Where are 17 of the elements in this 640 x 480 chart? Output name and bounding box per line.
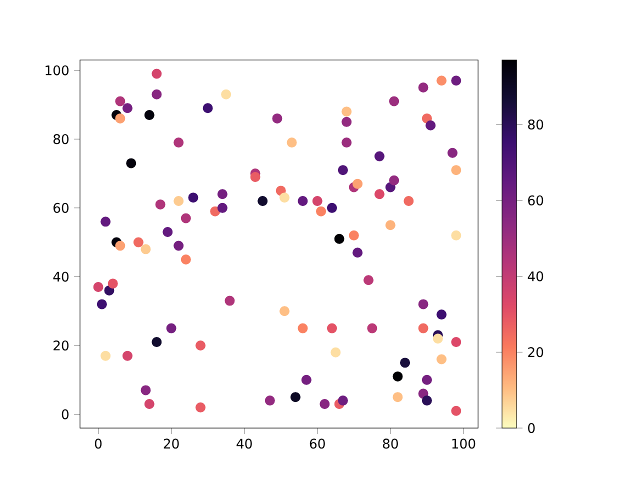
x-tick-label: 80 xyxy=(382,438,398,449)
x-tick-label: 40 xyxy=(236,438,252,449)
x-tick-label: 20 xyxy=(164,438,179,449)
color-bar-label: 80 xyxy=(528,120,544,130)
y-tick-label: 100 xyxy=(46,65,69,76)
y-tick-label: 60 xyxy=(54,202,69,213)
y-tick-label: 40 xyxy=(53,272,69,282)
x-tick-label: 60 xyxy=(310,438,325,449)
x-tick-label: 0 xyxy=(94,438,102,449)
y-tick-label: 80 xyxy=(54,134,69,144)
y-tick-label: 20 xyxy=(54,340,69,350)
y-tick-label: 0 xyxy=(62,409,69,420)
color-bar-label: 40 xyxy=(528,271,544,282)
color-bar-label: 0 xyxy=(528,423,535,434)
x-tick-label: 100 xyxy=(452,438,476,449)
color-bar-label: 60 xyxy=(528,195,544,206)
color-bar-label: 20 xyxy=(528,347,544,358)
